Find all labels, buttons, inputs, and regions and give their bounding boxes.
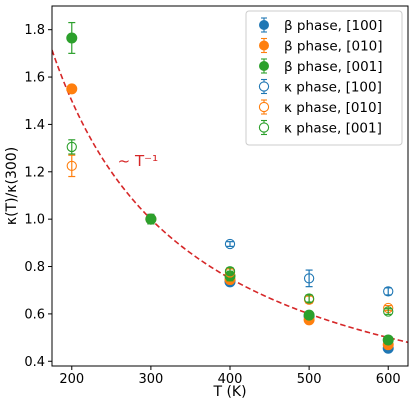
legend-item: κ phase, [010] — [258, 99, 382, 116]
legend-marker — [259, 20, 269, 30]
data-point — [224, 266, 236, 277]
legend-marker — [258, 101, 270, 113]
reference-curve-line — [52, 49, 408, 344]
legend-label: β phase, [010] — [284, 39, 383, 55]
y-tick-label: 1.4 — [24, 118, 45, 133]
y-tick-label: 1.6 — [24, 71, 45, 86]
x-axis-label: T (K) — [212, 384, 246, 400]
data-point — [303, 293, 315, 304]
y-tick-label: 1.2 — [24, 165, 45, 180]
data-point — [303, 273, 315, 284]
data-point — [66, 32, 78, 44]
plot-area: ~ T⁻¹ — [52, 21, 408, 354]
series-3 — [224, 238, 394, 297]
legend-label: κ phase, [001] — [284, 121, 382, 137]
x-tick-label: 500 — [297, 372, 322, 387]
y-tick-label: 0.4 — [24, 355, 45, 370]
data-point — [145, 213, 157, 225]
y-tick-label: 0.8 — [24, 260, 45, 275]
legend-item: κ phase, [001] — [258, 119, 382, 137]
data-point — [383, 306, 394, 317]
x-tick-label: 300 — [138, 372, 163, 387]
data-point — [383, 286, 394, 297]
legend-label: κ phase, [010] — [284, 100, 382, 116]
data-point — [66, 160, 77, 172]
data-point — [303, 309, 315, 321]
series-5 — [66, 139, 394, 317]
x-tick-label: 400 — [218, 372, 243, 387]
axes: 200 300 400 500 600 0.4 0.6 0.8 1.0 1.2 1.4 1.6 1.8 T… — [4, 5, 409, 400]
legend-marker — [259, 40, 269, 51]
legend-marker — [259, 61, 269, 71]
legend-label: κ phase, [100] — [284, 80, 382, 96]
legend-box — [245, 10, 403, 146]
x-tick-label: 600 — [376, 372, 401, 387]
legend-item: κ phase, [100] — [258, 78, 382, 96]
series-2 — [66, 21, 394, 346]
x-tick-label: 200 — [59, 372, 84, 387]
legend-marker — [258, 122, 270, 133]
data-point — [382, 334, 394, 346]
data-point — [66, 141, 77, 153]
legend-item: β phase, [001] — [259, 58, 383, 75]
data-point — [66, 83, 78, 95]
legend-marker — [258, 81, 270, 92]
legend-label: β phase, [001] — [284, 59, 383, 75]
y-tick-label: 1.8 — [24, 23, 45, 38]
series-0 — [145, 213, 394, 354]
y-tick-label: 1.0 — [24, 213, 45, 228]
data-point — [224, 238, 236, 250]
legend-label: β phase, [100] — [284, 18, 383, 34]
reference-curve-label: ~ T⁻¹ — [118, 152, 158, 170]
y-axis-label: κ(T)/κ(300) — [4, 147, 20, 225]
legend: β phase, [100] β phase, [010] β phase, [00… — [245, 10, 403, 146]
legend-item: β phase, [100] — [259, 17, 383, 34]
legend-item: β phase, [010] — [259, 37, 383, 55]
y-tick-label: 0.6 — [24, 307, 45, 322]
series-4 — [66, 154, 394, 314]
